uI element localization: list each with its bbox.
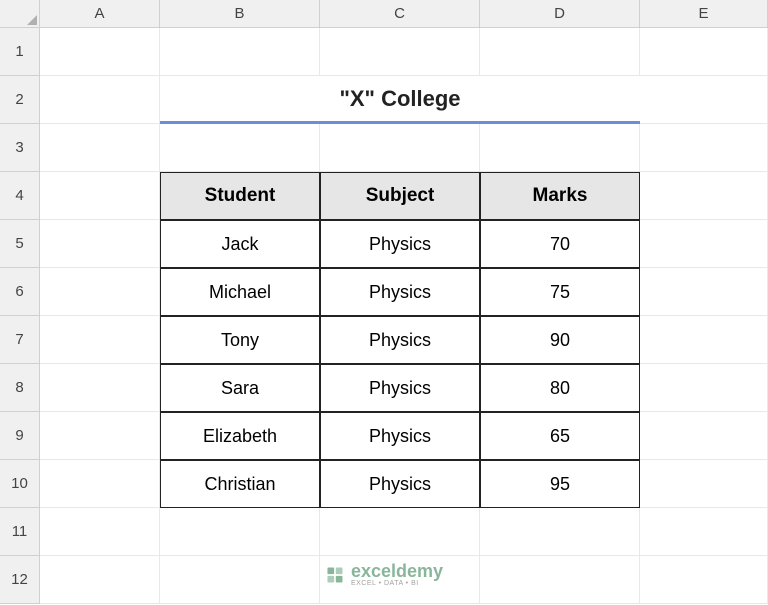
watermark-sub: EXCEL • DATA • BI: [351, 580, 443, 587]
table-cell-student-0[interactable]: Jack: [160, 220, 320, 268]
row-header-4[interactable]: 4: [0, 172, 40, 220]
cell-a10[interactable]: [40, 460, 160, 508]
table-cell-subject-5[interactable]: Physics: [320, 460, 480, 508]
select-all-corner[interactable]: [0, 0, 40, 28]
cell-a2[interactable]: [40, 76, 160, 124]
row-header-3[interactable]: 3: [0, 124, 40, 172]
table-cell-subject-2[interactable]: Physics: [320, 316, 480, 364]
row-header-7[interactable]: 7: [0, 316, 40, 364]
row-header-5[interactable]: 5: [0, 220, 40, 268]
cell-a6[interactable]: [40, 268, 160, 316]
cell-a1[interactable]: [40, 28, 160, 76]
cell-b3[interactable]: [160, 124, 320, 172]
watermark-main: exceldemy: [351, 562, 443, 580]
cell-d12[interactable]: [480, 556, 640, 604]
col-header-b[interactable]: B: [160, 0, 320, 28]
cell-e8[interactable]: [640, 364, 768, 412]
cell-b1[interactable]: [160, 28, 320, 76]
cell-e2[interactable]: [640, 76, 768, 124]
table-cell-student-1[interactable]: Michael: [160, 268, 320, 316]
cell-e3[interactable]: [640, 124, 768, 172]
cell-c1[interactable]: [320, 28, 480, 76]
cell-c3[interactable]: [320, 124, 480, 172]
cell-a7[interactable]: [40, 316, 160, 364]
col-header-a[interactable]: A: [40, 0, 160, 28]
row-header-8[interactable]: 8: [0, 364, 40, 412]
cell-d3[interactable]: [480, 124, 640, 172]
table-cell-student-5[interactable]: Christian: [160, 460, 320, 508]
cell-d11[interactable]: [480, 508, 640, 556]
cell-a9[interactable]: [40, 412, 160, 460]
table-cell-marks-5[interactable]: 95: [480, 460, 640, 508]
spreadsheet-grid: A B C D E 1 2 "X" College 3 4 Student Su…: [0, 0, 768, 604]
title-cell[interactable]: "X" College: [160, 76, 640, 124]
col-header-e[interactable]: E: [640, 0, 768, 28]
cell-e1[interactable]: [640, 28, 768, 76]
row-header-12[interactable]: 12: [0, 556, 40, 604]
watermark-icon: [325, 565, 345, 585]
cell-e7[interactable]: [640, 316, 768, 364]
table-cell-marks-2[interactable]: 90: [480, 316, 640, 364]
cell-e4[interactable]: [640, 172, 768, 220]
row-header-9[interactable]: 9: [0, 412, 40, 460]
row-header-6[interactable]: 6: [0, 268, 40, 316]
col-header-d[interactable]: D: [480, 0, 640, 28]
cell-a4[interactable]: [40, 172, 160, 220]
cell-a5[interactable]: [40, 220, 160, 268]
cell-b12[interactable]: [160, 556, 320, 604]
table-cell-marks-0[interactable]: 70: [480, 220, 640, 268]
table-cell-student-4[interactable]: Elizabeth: [160, 412, 320, 460]
table-cell-student-3[interactable]: Sara: [160, 364, 320, 412]
table-cell-marks-1[interactable]: 75: [480, 268, 640, 316]
cell-c11[interactable]: [320, 508, 480, 556]
table-cell-subject-4[interactable]: Physics: [320, 412, 480, 460]
cell-d1[interactable]: [480, 28, 640, 76]
table-cell-subject-1[interactable]: Physics: [320, 268, 480, 316]
table-cell-marks-4[interactable]: 65: [480, 412, 640, 460]
row-header-2[interactable]: 2: [0, 76, 40, 124]
table-header-subject[interactable]: Subject: [320, 172, 480, 220]
cell-a3[interactable]: [40, 124, 160, 172]
row-header-11[interactable]: 11: [0, 508, 40, 556]
cell-e6[interactable]: [640, 268, 768, 316]
row-header-10[interactable]: 10: [0, 460, 40, 508]
table-cell-subject-3[interactable]: Physics: [320, 364, 480, 412]
cell-e5[interactable]: [640, 220, 768, 268]
cell-a12[interactable]: [40, 556, 160, 604]
cell-a8[interactable]: [40, 364, 160, 412]
table-header-marks[interactable]: Marks: [480, 172, 640, 220]
row-header-1[interactable]: 1: [0, 28, 40, 76]
cell-e11[interactable]: [640, 508, 768, 556]
table-cell-student-2[interactable]: Tony: [160, 316, 320, 364]
col-header-c[interactable]: C: [320, 0, 480, 28]
cell-a11[interactable]: [40, 508, 160, 556]
table-cell-subject-0[interactable]: Physics: [320, 220, 480, 268]
watermark: exceldemy EXCEL • DATA • BI: [325, 562, 443, 587]
table-header-student[interactable]: Student: [160, 172, 320, 220]
cell-b11[interactable]: [160, 508, 320, 556]
cell-e10[interactable]: [640, 460, 768, 508]
watermark-text: exceldemy EXCEL • DATA • BI: [351, 562, 443, 587]
table-cell-marks-3[interactable]: 80: [480, 364, 640, 412]
cell-e9[interactable]: [640, 412, 768, 460]
cell-e12[interactable]: [640, 556, 768, 604]
